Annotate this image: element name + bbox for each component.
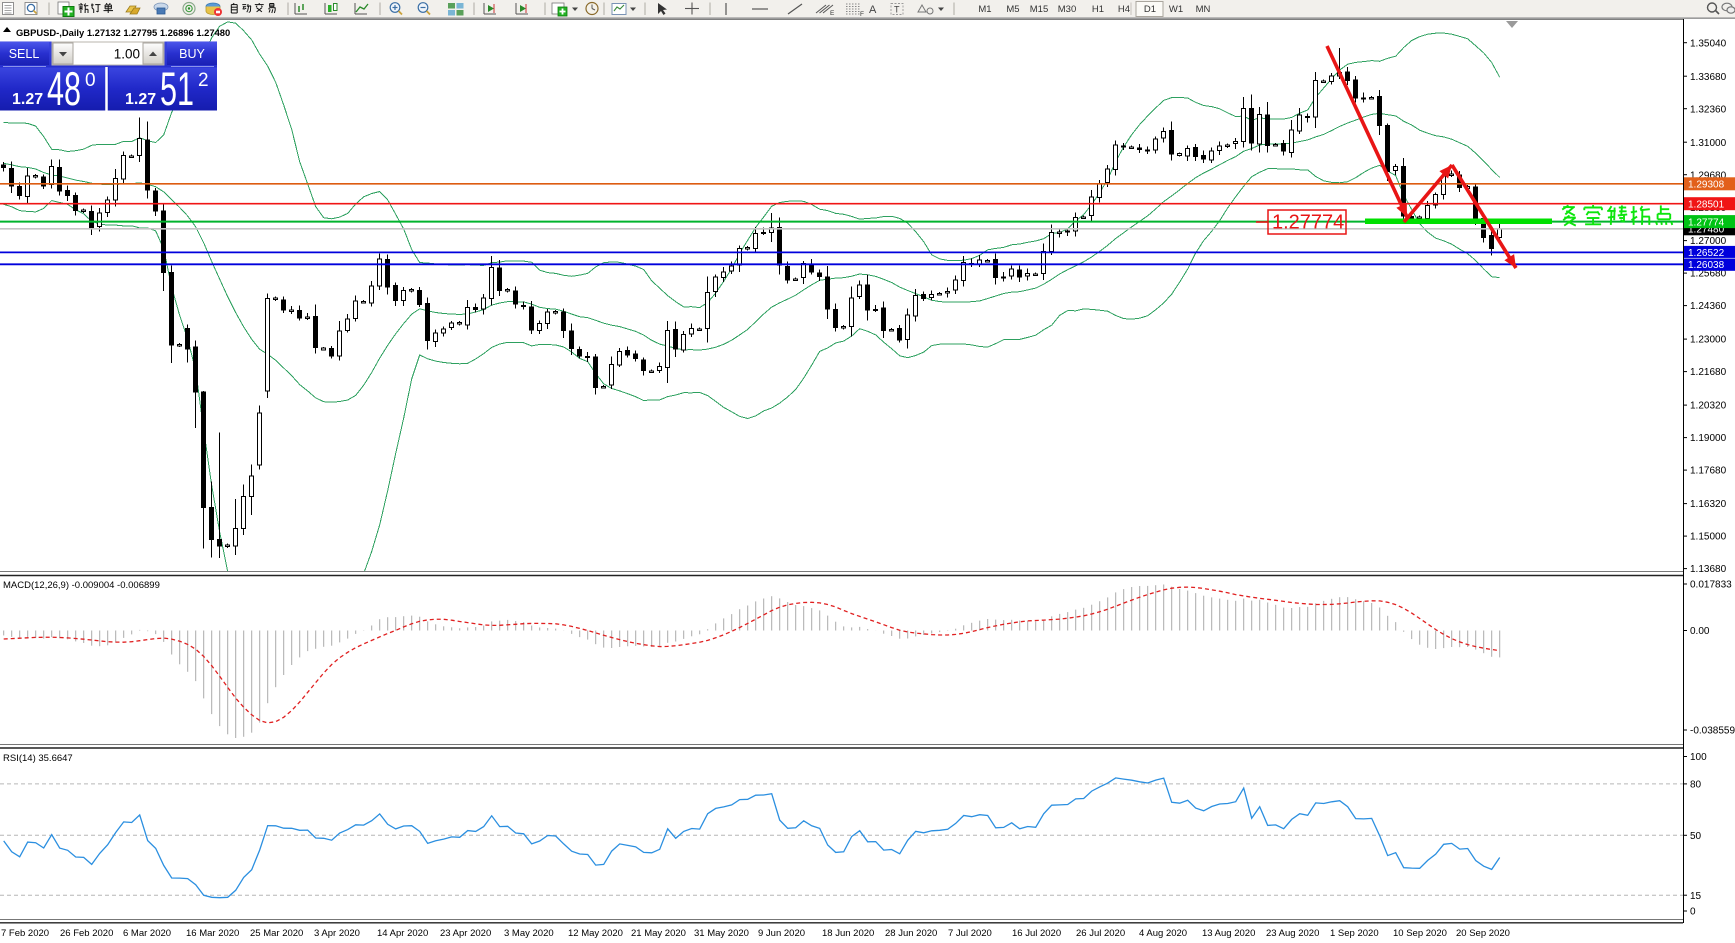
svg-text:20 Sep 2020: 20 Sep 2020 [1456,928,1510,939]
svg-text:1.35040: 1.35040 [1690,38,1727,49]
svg-text:H1: H1 [1092,4,1104,15]
svg-text:0.00: 0.00 [1690,626,1710,637]
svg-text:14 Apr 2020: 14 Apr 2020 [377,928,428,939]
svg-text:A: A [869,4,877,16]
svg-text:4 Aug 2020: 4 Aug 2020 [1139,928,1187,939]
svg-text:M30: M30 [1058,4,1076,15]
svg-text:1.23000: 1.23000 [1690,335,1727,346]
svg-text:16 Jul 2020: 16 Jul 2020 [1012,928,1061,939]
svg-text:12 May 2020: 12 May 2020 [568,928,623,939]
svg-text:1.26038: 1.26038 [1688,260,1725,271]
svg-text:1.15000: 1.15000 [1690,532,1727,543]
svg-text:1.20320: 1.20320 [1690,401,1727,412]
svg-text:1.27000: 1.27000 [1690,236,1727,247]
svg-text:1.27774: 1.27774 [1272,212,1344,234]
svg-text:26 Jul 2020: 26 Jul 2020 [1076,928,1125,939]
svg-text:7 Jul 2020: 7 Jul 2020 [948,928,992,939]
svg-text:23 Apr 2020: 23 Apr 2020 [440,928,491,939]
svg-text:SELL: SELL [9,47,40,61]
svg-text:80: 80 [1690,780,1702,791]
svg-text:1.13680: 1.13680 [1690,564,1727,575]
svg-text:9 Jun 2020: 9 Jun 2020 [758,928,805,939]
svg-text:1.00: 1.00 [114,47,140,62]
svg-text:T: T [894,5,900,15]
svg-text:BUY: BUY [179,47,205,61]
svg-text:1.31000: 1.31000 [1690,138,1727,149]
svg-text:1.29680: 1.29680 [1690,170,1727,181]
svg-text:3 Apr 2020: 3 Apr 2020 [314,928,360,939]
svg-text:13 Aug 2020: 13 Aug 2020 [1202,928,1255,939]
svg-text:1.17680: 1.17680 [1690,466,1727,477]
svg-text:1.24360: 1.24360 [1690,301,1727,312]
svg-text:E: E [830,10,835,17]
svg-text:0: 0 [1690,907,1696,918]
svg-text:25 Mar 2020: 25 Mar 2020 [250,928,303,939]
svg-text:M5: M5 [1006,4,1019,15]
svg-text:GBPUSD-,Daily 1.27132 1.27795: GBPUSD-,Daily 1.27132 1.27795 1.26896 1.… [16,27,230,38]
svg-text:1.27774: 1.27774 [1688,217,1725,228]
svg-text:0.017833: 0.017833 [1690,580,1732,591]
svg-text:28 Jun 2020: 28 Jun 2020 [885,928,937,939]
svg-text:3 May 2020: 3 May 2020 [504,928,554,939]
svg-text:31 May 2020: 31 May 2020 [694,928,749,939]
svg-text:1.29308: 1.29308 [1688,180,1725,191]
svg-text:15: 15 [1690,891,1702,902]
svg-text:1.27: 1.27 [12,91,43,108]
svg-text:MN: MN [1196,4,1211,15]
svg-text:1.27480: 1.27480 [1688,225,1725,236]
svg-text:1.19000: 1.19000 [1690,433,1727,444]
svg-text:1.21680: 1.21680 [1690,367,1727,378]
svg-text:50: 50 [1690,831,1702,842]
svg-text:MACD(12,26,9) -0.009004 -0.006: MACD(12,26,9) -0.009004 -0.006899 [3,580,160,591]
svg-text:18 Jun 2020: 18 Jun 2020 [822,928,874,939]
svg-text:21 May 2020: 21 May 2020 [631,928,686,939]
svg-text:D1: D1 [1144,4,1156,15]
svg-text:M1: M1 [978,4,991,15]
svg-text:1.32360: 1.32360 [1690,104,1727,115]
svg-text:H4: H4 [1118,4,1130,15]
svg-text:RSI(14) 35.6647: RSI(14) 35.6647 [3,753,73,764]
svg-text:-0.038559: -0.038559 [1690,726,1735,737]
svg-text:2: 2 [198,70,209,91]
svg-text:100: 100 [1690,752,1707,763]
svg-text:10 Sep 2020: 10 Sep 2020 [1393,928,1447,939]
svg-text:F: F [860,11,864,18]
svg-text:1.25680: 1.25680 [1690,269,1727,280]
svg-text:48: 48 [47,62,81,115]
svg-text:23 Aug 2020: 23 Aug 2020 [1266,928,1319,939]
svg-text:1.26522: 1.26522 [1688,248,1725,259]
svg-text:16 Mar 2020: 16 Mar 2020 [186,928,239,939]
svg-text:6 Mar 2020: 6 Mar 2020 [123,928,171,939]
svg-text:1.27: 1.27 [125,91,156,108]
svg-text:26 Feb 2020: 26 Feb 2020 [60,928,113,939]
svg-text:1 Sep 2020: 1 Sep 2020 [1330,928,1379,939]
svg-text:0: 0 [85,70,96,91]
svg-text:1.16320: 1.16320 [1690,499,1727,510]
svg-text:M15: M15 [1030,4,1048,15]
svg-text:51: 51 [160,62,194,115]
svg-text:7 Feb 2020: 7 Feb 2020 [1,928,49,939]
svg-text:W1: W1 [1169,4,1183,15]
svg-text:1.33680: 1.33680 [1690,72,1727,83]
svg-text:1.28501: 1.28501 [1688,200,1725,211]
